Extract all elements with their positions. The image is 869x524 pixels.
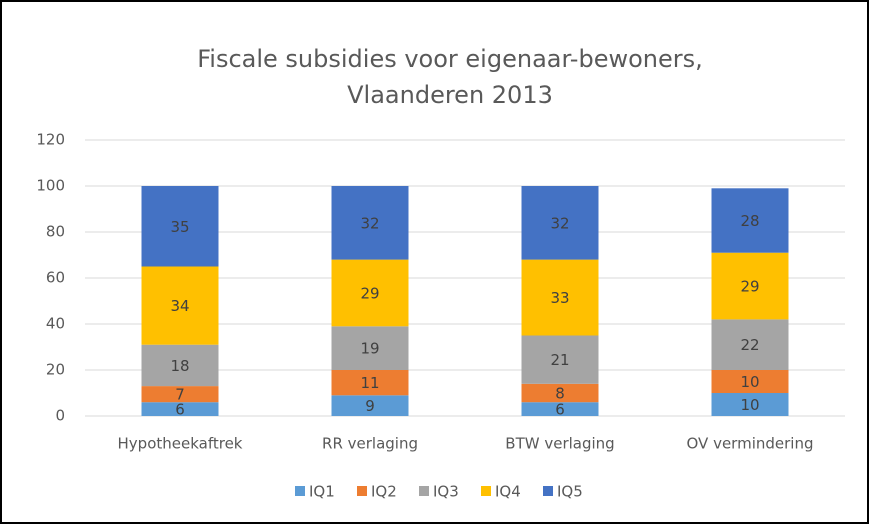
data-label: 22: [740, 336, 759, 354]
data-label: 8: [555, 385, 565, 403]
bar-segment: [711, 370, 789, 393]
bar-segment: [711, 393, 789, 416]
legend-swatch: [543, 486, 553, 496]
x-tick-label: Hypotheekaftrek: [118, 435, 243, 453]
data-label: 32: [360, 214, 379, 232]
y-tick-label: 20: [46, 361, 65, 379]
y-tick-label: 100: [36, 177, 65, 195]
legend-swatch: [295, 486, 305, 496]
bar-segment: [331, 326, 409, 370]
bar-segment: [711, 319, 789, 370]
bar-segment: [141, 344, 219, 387]
y-tick-label: 0: [55, 407, 65, 425]
data-label: 29: [360, 284, 379, 302]
bar-segment: [331, 186, 409, 260]
data-label: 21: [550, 351, 569, 369]
bar-segment: [521, 402, 599, 416]
data-label: 29: [740, 278, 759, 296]
bar-segment: [711, 188, 789, 253]
legend-label: IQ2: [371, 483, 397, 501]
data-label: 34: [170, 297, 189, 315]
bar-segment: [141, 266, 219, 345]
bar-segment: [521, 335, 599, 384]
data-label: 33: [550, 289, 569, 307]
legend-swatch: [419, 486, 429, 496]
y-tick-label: 120: [36, 131, 65, 149]
legend-label: IQ3: [433, 483, 459, 501]
bar-segment: [331, 259, 409, 327]
bar-segment: [141, 402, 219, 416]
bar-segment: [711, 252, 789, 320]
bar-segment: [141, 186, 219, 267]
data-label: 11: [360, 374, 379, 392]
y-tick-label: 60: [46, 269, 65, 287]
data-label: 19: [360, 340, 379, 358]
data-label: 28: [740, 212, 759, 230]
bar-segment: [521, 383, 599, 403]
data-label: 10: [740, 396, 759, 414]
bar-segment: [521, 186, 599, 260]
data-label: 6: [555, 401, 565, 419]
x-tick-label: BTW verlaging: [505, 435, 614, 453]
legend-label: IQ5: [557, 483, 583, 501]
chart-title: Vlaanderen 2013: [347, 81, 553, 109]
data-label: 32: [550, 214, 569, 232]
legend-swatch: [357, 486, 367, 496]
y-tick-label: 40: [46, 315, 65, 333]
legend-label: IQ4: [495, 483, 521, 501]
x-tick-label: OV vermindering: [687, 435, 814, 453]
data-label: 7: [175, 386, 185, 404]
x-tick-label: RR verlaging: [322, 435, 418, 453]
data-label: 6: [175, 401, 185, 419]
legend-swatch: [481, 486, 491, 496]
data-label: 9: [365, 397, 375, 415]
legend-label: IQ1: [309, 483, 335, 501]
bar-segment: [331, 370, 409, 396]
chart-title: Fiscale subsidies voor eigenaar-bewoners…: [197, 45, 703, 73]
data-label: 18: [170, 357, 189, 375]
data-label: 35: [170, 218, 189, 236]
bar-segment: [521, 259, 599, 336]
bar-segment: [141, 386, 219, 403]
y-tick-label: 80: [46, 223, 65, 241]
data-label: 10: [740, 373, 759, 391]
bar-segment: [331, 395, 409, 416]
